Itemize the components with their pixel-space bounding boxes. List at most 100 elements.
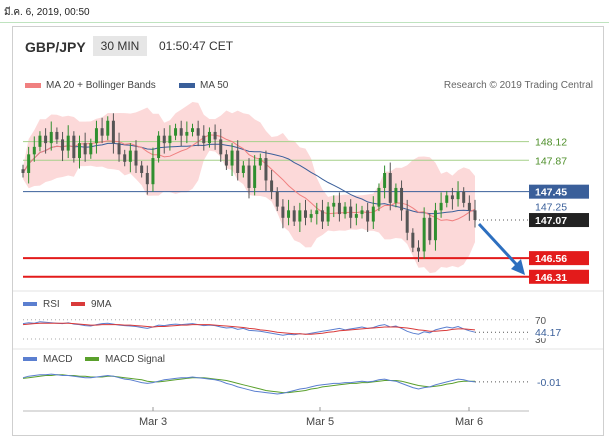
candle-body <box>230 150 234 166</box>
candle-body <box>128 150 132 162</box>
level-tag-bg <box>529 251 589 266</box>
candle-body <box>366 210 370 222</box>
candle-body <box>450 195 454 200</box>
x-tick-label: Mar 3 <box>139 416 167 428</box>
candle-body <box>61 139 65 151</box>
candle-body <box>213 131 217 140</box>
ma50-line <box>22 142 476 215</box>
candle-body <box>145 173 149 185</box>
candle-body <box>38 135 42 147</box>
level-label: 147.45 <box>535 187 567 199</box>
candle-body <box>281 206 285 218</box>
candle-body <box>473 210 477 221</box>
candle-body <box>151 158 155 185</box>
last-price-tag-bg <box>529 213 589 228</box>
candle-body <box>292 210 296 222</box>
candle-body <box>360 210 364 215</box>
candle-body <box>337 202 341 215</box>
candle-body <box>371 206 375 222</box>
candle-body <box>179 128 183 136</box>
candle-body <box>224 154 228 166</box>
last-price-label: 147.07 <box>535 215 567 227</box>
candle-body <box>134 150 138 166</box>
candle-body <box>275 191 279 207</box>
candle-body <box>236 150 240 173</box>
rsi-tag-bg <box>531 326 571 339</box>
candle-body <box>264 158 268 181</box>
candle-body <box>320 210 324 222</box>
timestamp-bar: มี.ค. 6, 2019, 00:50 <box>0 0 609 23</box>
candle-body <box>383 173 387 188</box>
candle-body <box>417 247 420 252</box>
candle-body <box>462 191 466 203</box>
candle-body <box>117 143 121 155</box>
level-tag-146.31 <box>529 269 589 284</box>
candle-body <box>349 206 353 218</box>
candle-body <box>89 143 93 155</box>
ma50-label: 147.25 <box>535 202 567 214</box>
legend-ma20: MA 20 + Bollinger Bands <box>25 80 156 91</box>
macd-swatch <box>23 357 37 361</box>
candle-body <box>66 135 70 151</box>
candle-body <box>467 202 471 211</box>
candle-body <box>202 135 206 144</box>
candle-body <box>140 165 144 173</box>
chart-canvas: 148.12 147.87 147.45 146.56 146.31 147.25147.… <box>13 102 603 428</box>
chart-panel: GBP/JPY 30 MIN 01:50:47 CET MA 20 + Boll… <box>12 26 604 436</box>
level-tag-bg <box>529 184 589 199</box>
candle-body <box>100 128 104 136</box>
ma9-swatch <box>71 302 85 306</box>
candle-body <box>326 206 330 222</box>
level-tag-bg <box>529 269 589 284</box>
candle-body <box>49 131 53 144</box>
candle-body <box>123 154 127 162</box>
candle-body <box>422 217 426 252</box>
ma20-line <box>22 134 476 222</box>
timeframe-badge[interactable]: 30 MIN <box>93 36 147 56</box>
candle-body <box>241 165 245 173</box>
level-label: 146.31 <box>535 272 567 284</box>
candle-body <box>185 131 189 136</box>
candle-body <box>27 154 31 173</box>
candle-body <box>168 135 172 144</box>
candle-body <box>72 135 76 159</box>
currency-pair: GBP/JPY <box>25 39 86 55</box>
credit-text: Research © 2019 Trading Central <box>443 80 593 91</box>
candle-body <box>219 139 223 155</box>
ma50-swatch <box>179 82 195 88</box>
x-tick-label: Mar 5 <box>306 416 334 428</box>
candle-body <box>388 173 392 203</box>
level-label: 146.56 <box>535 253 567 265</box>
candle-body <box>439 202 443 211</box>
rsi-ma9-line <box>22 322 476 335</box>
ma9-legend-label: 9MA <box>91 299 112 310</box>
level-tag-147.45 <box>529 184 589 199</box>
legend-ma50: MA 50 <box>179 80 228 91</box>
rsi-swatch <box>23 302 37 306</box>
candle-body <box>315 210 319 215</box>
candle-body <box>304 210 307 218</box>
candle-body <box>258 158 262 166</box>
candle-body <box>445 195 449 203</box>
legend-ma20-label: MA 20 + Bollinger Bands <box>46 80 156 91</box>
candle-body <box>111 120 115 144</box>
candle-body <box>309 214 313 218</box>
candle-body <box>377 187 381 207</box>
forecast-arrowhead <box>511 259 525 276</box>
candle-body <box>394 187 398 203</box>
level-label: 148.12 <box>535 137 567 149</box>
candle-body <box>207 131 211 144</box>
candle-body <box>253 165 257 188</box>
candle-body <box>157 135 161 159</box>
level-tag-146.56 <box>529 251 589 266</box>
rsi-level-label: 30 <box>535 335 547 346</box>
forecast-arrow <box>477 223 519 267</box>
candle-body <box>83 143 87 155</box>
legend-ma50-label: MA 50 <box>200 80 229 91</box>
chart-header: GBP/JPY 30 MIN 01:50:47 CET <box>13 27 603 67</box>
rsi-value-label: 44.17 <box>535 327 561 339</box>
candle-body <box>287 210 291 218</box>
candle-body <box>411 232 415 248</box>
signal-swatch <box>85 357 99 361</box>
x-tick-label: Mar 6 <box>455 416 483 428</box>
